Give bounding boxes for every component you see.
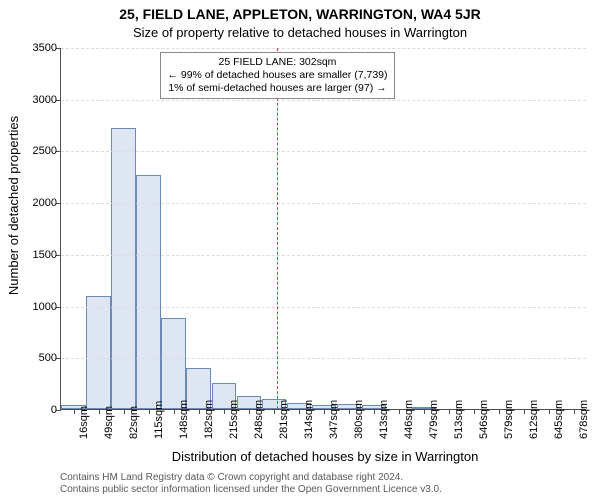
- y-axis-label: Number of detached properties: [6, 0, 22, 410]
- bars-layer: [61, 48, 586, 409]
- histogram-bar: [86, 296, 111, 409]
- xtick-mark: [74, 409, 75, 414]
- info-line: 25 FIELD LANE: 302sqm: [167, 56, 387, 69]
- xtick-mark: [524, 409, 525, 414]
- plot-area: 050010001500200025003000350016sqm49sqm82…: [60, 48, 586, 410]
- gridline: [61, 255, 586, 256]
- ytick-label: 3500: [23, 42, 57, 54]
- ytick-label: 3000: [23, 94, 57, 106]
- ytick-label: 500: [23, 352, 57, 364]
- chart-container: 25, FIELD LANE, APPLETON, WARRINGTON, WA…: [0, 0, 600, 500]
- attribution-line: Contains public sector information licen…: [60, 484, 590, 496]
- xtick-label: 413sqm: [378, 400, 390, 439]
- histogram-bar: [111, 128, 136, 409]
- xtick-mark: [374, 409, 375, 414]
- xtick-label: 248sqm: [253, 400, 265, 439]
- xtick-label: 182sqm: [203, 400, 215, 439]
- xtick-label: 215sqm: [228, 400, 240, 439]
- xtick-label: 148sqm: [178, 400, 190, 439]
- chart-title-sub: Size of property relative to detached ho…: [0, 25, 600, 40]
- gridline: [61, 203, 586, 204]
- ytick-label: 1000: [23, 301, 57, 313]
- xtick-mark: [249, 409, 250, 414]
- xtick-label: 479sqm: [428, 400, 440, 439]
- xtick-mark: [324, 409, 325, 414]
- xtick-label: 645sqm: [553, 400, 565, 439]
- xtick-mark: [149, 409, 150, 414]
- x-axis-label: Distribution of detached houses by size …: [60, 449, 590, 464]
- xtick-label: 82sqm: [128, 406, 140, 439]
- gridline: [61, 48, 586, 49]
- xtick-label: 513sqm: [453, 400, 465, 439]
- ytick-label: 0: [23, 404, 57, 416]
- ytick-label: 2500: [23, 145, 57, 157]
- histogram-bar: [161, 318, 186, 409]
- info-line: ← 99% of detached houses are smaller (7,…: [167, 69, 387, 82]
- histogram-bar: [136, 175, 161, 409]
- xtick-label: 49sqm: [103, 406, 115, 439]
- xtick-mark: [499, 409, 500, 414]
- property-info-box: 25 FIELD LANE: 302sqm← 99% of detached h…: [160, 52, 394, 99]
- ytick-label: 2000: [23, 197, 57, 209]
- xtick-label: 314sqm: [303, 400, 315, 439]
- chart-title-main: 25, FIELD LANE, APPLETON, WARRINGTON, WA…: [0, 6, 600, 22]
- xtick-mark: [299, 409, 300, 414]
- xtick-mark: [274, 409, 275, 414]
- xtick-label: 380sqm: [353, 400, 365, 439]
- xtick-label: 347sqm: [328, 400, 340, 439]
- xtick-label: 546sqm: [478, 400, 490, 439]
- xtick-mark: [424, 409, 425, 414]
- gridline: [61, 358, 586, 359]
- xtick-label: 281sqm: [278, 400, 290, 439]
- xtick-mark: [574, 409, 575, 414]
- gridline: [61, 100, 586, 101]
- xtick-mark: [99, 409, 100, 414]
- xtick-mark: [174, 409, 175, 414]
- gridline: [61, 307, 586, 308]
- xtick-mark: [224, 409, 225, 414]
- xtick-mark: [349, 409, 350, 414]
- xtick-label: 115sqm: [153, 401, 165, 439]
- attribution-line: Contains HM Land Registry data © Crown c…: [60, 472, 590, 484]
- xtick-label: 579sqm: [503, 400, 515, 439]
- xtick-mark: [549, 409, 550, 414]
- xtick-label: 446sqm: [403, 400, 415, 439]
- info-line: 1% of semi-detached houses are larger (9…: [167, 82, 387, 95]
- gridline: [61, 151, 586, 152]
- xtick-label: 612sqm: [528, 400, 540, 439]
- xtick-mark: [474, 409, 475, 414]
- xtick-mark: [124, 409, 125, 414]
- attribution-text: Contains HM Land Registry data © Crown c…: [60, 472, 590, 496]
- xtick-mark: [199, 409, 200, 414]
- xtick-mark: [449, 409, 450, 414]
- xtick-label: 678sqm: [578, 400, 590, 439]
- xtick-label: 16sqm: [78, 406, 90, 439]
- property-marker-line: [277, 48, 278, 409]
- xtick-mark: [399, 409, 400, 414]
- ytick-label: 1500: [23, 249, 57, 261]
